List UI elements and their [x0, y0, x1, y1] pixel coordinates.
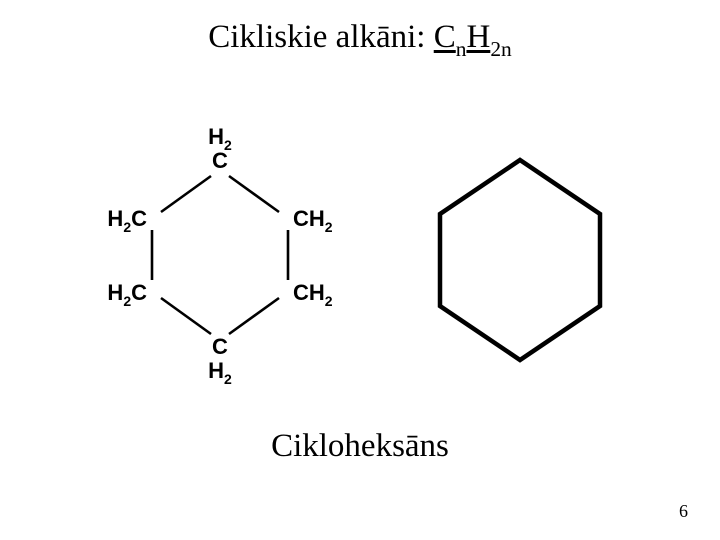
page-title: Cikliskie alkāni: CnH2n	[0, 18, 720, 61]
formula-n2: 2n	[490, 37, 511, 61]
label-right-lower: CH2	[293, 280, 333, 309]
bond	[161, 298, 211, 334]
diagram-row: H2 C CH2 CH2 C H2 H2C H2C	[0, 105, 720, 415]
label-bottom-H2: H2	[208, 358, 232, 387]
bond	[229, 298, 279, 334]
label-top-C: C	[212, 148, 228, 173]
title-formula: CnH2n	[434, 19, 512, 55]
label-left-lower: H2C	[107, 280, 147, 309]
atom-labels: H2 C CH2 CH2 C H2 H2C H2C	[107, 124, 332, 387]
bonds	[152, 176, 288, 334]
label-left-upper: H2C	[107, 206, 147, 235]
label-bottom-C: C	[212, 334, 228, 359]
title-prefix: Cikliskie alkāni:	[208, 19, 433, 55]
label-right-upper: CH2	[293, 206, 333, 235]
hexagon-icon	[440, 160, 600, 360]
bond	[229, 176, 279, 212]
cyclohexane-skeletal-structure	[410, 130, 630, 390]
bond	[161, 176, 211, 212]
cyclohexane-detailed-structure: H2 C CH2 CH2 C H2 H2C H2C	[90, 110, 350, 410]
molecule-caption: Cikloheksāns	[0, 428, 720, 465]
formula-C: C	[434, 19, 456, 55]
formula-n1: n	[456, 37, 467, 61]
formula-H: H	[466, 19, 490, 55]
page-number: 6	[679, 501, 688, 522]
